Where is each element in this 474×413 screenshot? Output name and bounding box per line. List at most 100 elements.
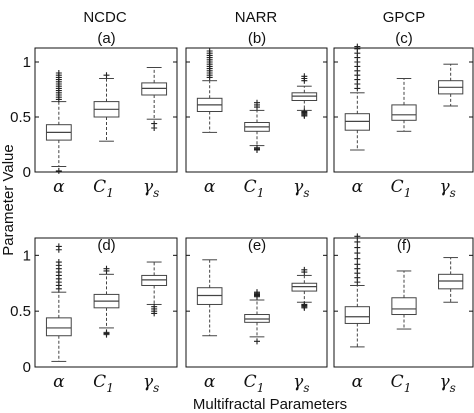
box-iqr [45,317,72,337]
box-1 [45,70,72,174]
x-tick-subscript: 1 [257,186,265,200]
y-tick-label: 0.5 [10,109,31,126]
column-title-ncdc: NCDC [83,9,126,26]
x-tick-label: α [53,372,65,392]
x-tick-subscript: s [303,381,309,395]
panel-f: (f) α C1 γs [333,233,474,395]
x-tick-label: C1 [244,177,265,200]
outlier-point [254,99,260,106]
box-2 [244,99,270,153]
panel-frame [34,237,178,368]
x-tick-subscript: 1 [404,381,412,395]
x-tick-label: γs [439,177,455,200]
box-2 [391,270,417,330]
panel-label: (f) [397,237,411,254]
box-1 [344,233,370,348]
panel-frame [34,47,178,173]
outlier-point [103,265,110,272]
outlier-point [354,261,361,268]
panel-frame [185,47,328,173]
x-tick-subscript: 1 [404,186,412,200]
x-tick-label: α [352,372,364,392]
outlier-point [354,244,361,251]
box-3 [291,266,318,311]
y-tick-label: 1 [23,247,31,264]
x-tick-label: γs [143,177,159,200]
x-tick-label: C1 [244,372,265,395]
panel-c: (c) α C1 γs [333,30,474,200]
column-title-gpcp: GPCP [383,9,426,26]
box-1 [196,259,223,337]
x-tick-label: α [204,177,216,197]
x-tick-label: α [352,177,364,197]
x-tick-subscript: s [303,186,309,200]
x-tick-label: C1 [391,177,412,200]
outlier-point [103,329,110,336]
x-tick-label: C1 [93,177,114,200]
outlier-point [354,233,361,240]
x-tick-subscript: 1 [257,381,265,395]
x-tick-label: α [204,372,216,392]
outlier-point [254,338,260,345]
box-1 [196,48,223,133]
outlier-point [151,120,158,127]
x-tick-label: α [53,177,65,197]
x-tick-label: γs [293,372,309,395]
y-axis-label: Parameter Value [0,144,17,255]
outlier-point [301,301,308,308]
panel-d: (d) 0 0.5 1 α C1 γs [10,237,178,395]
x-tick-subscript: 1 [106,186,114,200]
box-1 [45,243,72,362]
x-tick-label: γs [439,372,455,395]
x-tick-label: γs [293,177,309,200]
panel-e: (e) α C1 γs [185,237,328,395]
y-tick-label: 0 [23,164,31,181]
outlier-point [206,48,213,54]
x-tick-subscript: 1 [106,381,114,395]
y-tick-label: 0.5 [10,303,31,320]
panel-a: (a) 0 0.5 1 α C1 γs [10,30,178,200]
panel-b: (b) α C1 γs [185,30,328,200]
x-tick-label: γs [143,372,159,395]
outlier-point [301,73,308,80]
panel-label: (a) [97,30,115,47]
panel-label: (b) [248,30,266,47]
outlier-point [301,266,308,273]
outlier-point [354,238,361,245]
box-iqr [391,104,417,121]
x-axis-label: Multifractal Parameters [193,396,347,413]
panel-frame [333,237,474,368]
box-iqr [391,297,417,316]
box-3 [438,63,464,107]
outlier-point [55,259,62,266]
y-tick-label: 0 [23,359,31,376]
panel-label: (c) [395,30,413,47]
x-tick-label: C1 [391,372,412,395]
outlier-point [55,243,62,250]
outlier-point [354,255,361,262]
panel-frame [185,237,328,368]
box-3 [291,73,318,119]
outlier-point [301,108,308,115]
box-3 [141,261,168,317]
outlier-point [354,43,361,50]
outlier-point [254,144,260,151]
x-tick-subscript: s [450,381,456,395]
outlier-point [354,250,361,257]
box-2 [244,289,270,345]
y-tick-label: 1 [23,54,31,71]
outlier-point [55,167,62,174]
box-3 [141,67,168,131]
outlier-point [55,70,62,76]
x-tick-label: C1 [93,372,114,395]
panel-frame [333,47,474,173]
box-3 [438,257,464,303]
box-iqr [344,306,370,324]
outlier-point [151,303,158,310]
outlier-point [103,72,110,79]
panel-label: (d) [97,237,115,254]
outlier-point [254,289,260,296]
box-2 [391,78,417,132]
panels: (a) 0 0.5 1 α C1 γs (b) α C1 γs (c) α C1 γs (d) 0 0.5 1 α C1… [10,30,474,395]
box-1 [344,43,370,151]
